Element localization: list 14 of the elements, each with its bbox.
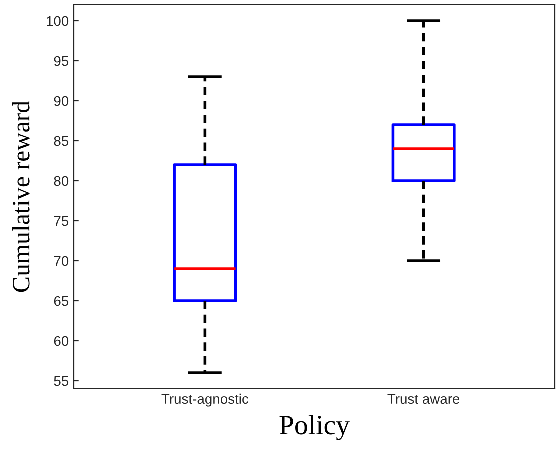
- y-tick-label: 80: [54, 176, 69, 186]
- y-tick-label: 100: [47, 16, 69, 26]
- y-tick-label: 55: [54, 376, 69, 386]
- x-tick-label: Trust aware: [388, 394, 460, 404]
- y-axis-title: Cumulative reward: [12, 101, 30, 292]
- y-tick-label: 70: [54, 256, 69, 266]
- x-tick-label: Trust-agnostic: [162, 394, 249, 407]
- y-tick-label: 65: [54, 296, 69, 306]
- y-tick-label: 60: [54, 336, 69, 346]
- y-tick-label: 95: [54, 56, 69, 66]
- y-tick-label: 75: [54, 216, 69, 226]
- y-tick-label: 85: [54, 136, 69, 146]
- y-tick-label: 90: [54, 96, 69, 106]
- x-axis-title: Policy: [280, 415, 350, 440]
